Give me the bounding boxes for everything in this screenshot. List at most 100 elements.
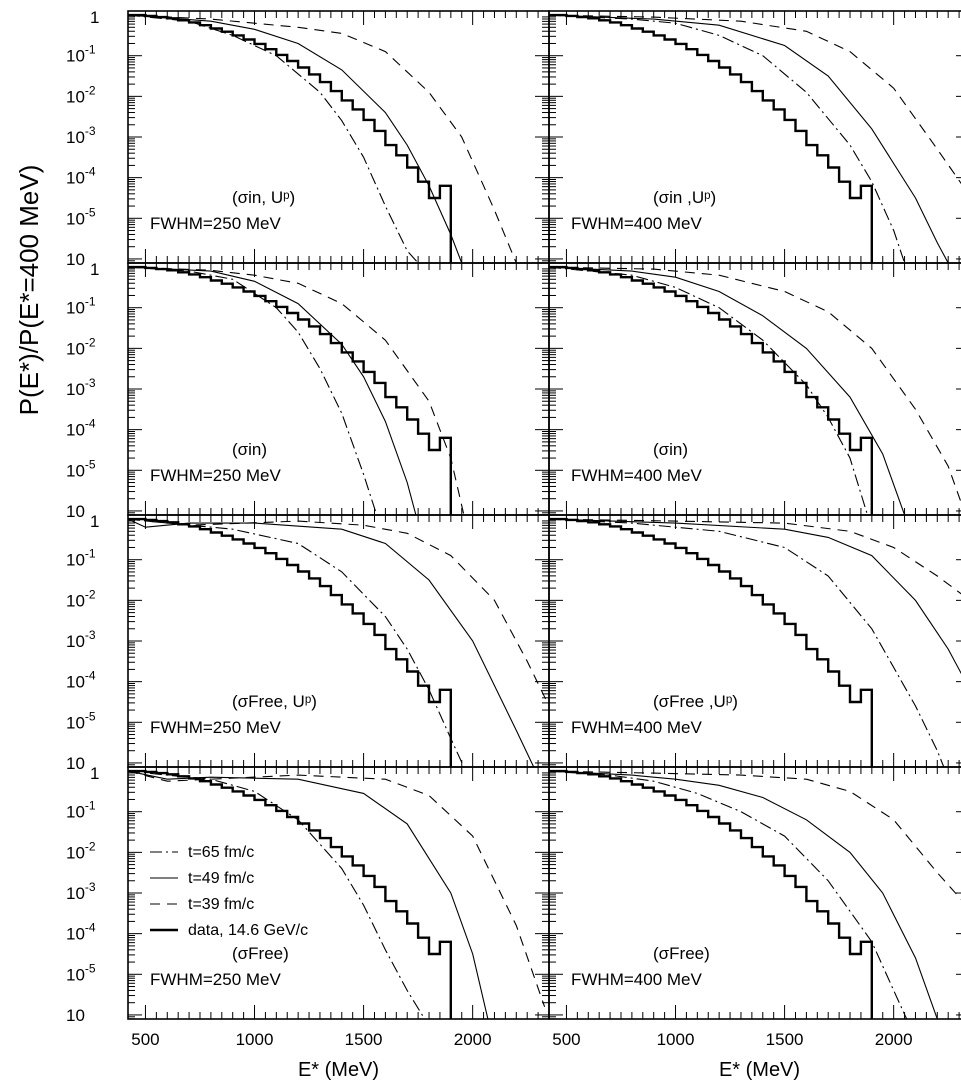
t65-curve	[549, 518, 945, 767]
y-tick-label: 1	[90, 8, 99, 27]
t65-curve	[549, 770, 908, 1019]
t39-curve	[128, 266, 465, 515]
panel-label: (σFree, Uᵖ)	[232, 692, 317, 711]
t49-curve	[128, 770, 489, 1019]
t39-curve	[549, 14, 961, 185]
x-axis-label: E* (MeV)	[298, 1059, 379, 1081]
t39-curve	[549, 266, 961, 504]
x-tick-label: 500	[131, 1030, 159, 1049]
y-tick-label: 10-4	[66, 417, 96, 440]
y-tick-label: 10-4	[66, 921, 96, 944]
fwhm-label: FWHM=400 MeV	[571, 970, 702, 989]
t49-curve	[549, 266, 906, 515]
x-tick-label: 500	[552, 1030, 580, 1049]
legend: t=65 fm/c t=49 fm/c t=39 fm/c data, 14.6 Ge…	[150, 844, 308, 939]
panel-2: (σin ,Uᵖ) FWHM=400 MeV	[548, 10, 961, 264]
t49-curve	[128, 518, 535, 767]
x-axis-label: E* (MeV)	[719, 1059, 800, 1081]
y-tick-label: 10-2	[66, 587, 96, 610]
fwhm-label: FWHM=250 MeV	[150, 214, 281, 233]
t39-curve	[128, 518, 549, 707]
panel-grid: (σin, Uᵖ) FWHM=250 MeV 1 10-1 10-2 10-3 10-4 10…	[66, 8, 961, 1025]
panel-label: (σFree)	[653, 944, 710, 963]
curves	[128, 517, 549, 767]
legend-label: t=39 fm/c	[188, 896, 254, 913]
y-tick-label: 1	[90, 764, 99, 783]
x-tick-label: 1000	[657, 1030, 695, 1049]
fwhm-label: FWHM=250 MeV	[150, 466, 281, 485]
fwhm-label: FWHM=400 MeV	[571, 214, 702, 233]
panel-label: (σin)	[232, 440, 267, 459]
y-tick-label: 10-3	[66, 124, 96, 147]
panel-frame	[548, 766, 961, 1020]
y-tick-label: 10	[66, 754, 85, 773]
curves	[549, 265, 961, 515]
panel-7: (σFree) FWHM=250 MeV 1 10-1 10-2 10-3 10-4 10-5…	[66, 764, 550, 1025]
panel-1: (σin, Uᵖ) FWHM=250 MeV 1 10-1 10-2 10-3 10-4 10…	[66, 8, 550, 269]
t39-curve	[128, 14, 517, 263]
y-tick-label: 10-3	[66, 880, 96, 903]
t65-curve	[549, 266, 869, 515]
data-histogram	[549, 13, 873, 263]
panel-6: (σFree ,Uᵖ) FWHM=400 MeV	[548, 514, 961, 768]
panel-label: (σin)	[653, 440, 688, 459]
y-tick-label: 10	[66, 1006, 85, 1025]
t49-curve	[549, 770, 938, 1019]
y-tick-label: 1	[90, 260, 99, 279]
curves	[128, 769, 546, 1019]
legend-label: t=65 fm/c	[188, 844, 254, 861]
x-tick-label: 1500	[345, 1030, 383, 1049]
axis-labels: 500 1000 1500 2000 E* (MeV) 500 1000 1500 2000 E*…	[14, 165, 913, 1081]
y-tick-label: 10-5	[66, 205, 96, 228]
y-tick-label: 10	[66, 502, 85, 521]
panel-8: (σFree) FWHM=400 MeV	[548, 766, 961, 1020]
t49-curve	[549, 518, 961, 675]
curves	[549, 13, 961, 263]
t49-curve	[128, 14, 463, 263]
x-tick-label: 1000	[236, 1030, 274, 1049]
y-axis-label: P(E*)/P(E*=400 MeV)	[14, 165, 44, 416]
y-tick-label: 10-1	[66, 295, 96, 318]
t65-curve	[549, 14, 906, 263]
data-histogram	[549, 769, 873, 1019]
t39-curve	[549, 518, 961, 595]
y-tick-label: 10-5	[66, 961, 96, 984]
y-tick-label: 10-4	[66, 165, 96, 188]
data-histogram	[549, 265, 873, 515]
x-tick-label: 1500	[766, 1030, 804, 1049]
curves	[549, 517, 961, 767]
t49-curve	[549, 14, 949, 263]
y-tick-label: 10-1	[66, 43, 96, 66]
data-histogram	[128, 769, 452, 1019]
fwhm-label: FWHM=400 MeV	[571, 466, 702, 485]
y-tick-label: 10-2	[66, 83, 96, 106]
y-tick-label: 10-2	[66, 839, 96, 862]
curves	[549, 769, 961, 1019]
panel-label: (σin, Uᵖ)	[232, 188, 295, 207]
t39-curve	[128, 770, 546, 1007]
legend-label: t=49 fm/c	[188, 870, 254, 887]
y-tick-label: 10-3	[66, 628, 96, 651]
fwhm-label: FWHM=250 MeV	[150, 718, 281, 737]
y-tick-label: 10-5	[66, 457, 96, 480]
legend-label: data, 14.6 GeV/c	[188, 922, 308, 939]
panel-4: (σin) FWHM=400 MeV	[548, 262, 961, 516]
panel-3: (σin) FWHM=250 MeV 1 10-1 10-2 10-3 10-4 10-5 10	[66, 260, 550, 521]
curves	[128, 265, 465, 515]
data-histogram	[128, 517, 452, 767]
panel-label: (σFree)	[232, 944, 289, 963]
curves	[128, 13, 517, 263]
t65-curve	[128, 266, 378, 515]
panel-label: (σFree ,Uᵖ)	[653, 692, 738, 711]
y-tick-label: 10-3	[66, 376, 96, 399]
fwhm-label: FWHM=400 MeV	[571, 718, 702, 737]
t65-curve	[128, 14, 419, 263]
y-tick-label: 10-5	[66, 709, 96, 732]
y-tick-label: 1	[90, 512, 99, 531]
y-tick-label: 10-4	[66, 669, 96, 692]
t39-curve	[549, 770, 961, 901]
x-tick-label: 2000	[454, 1030, 492, 1049]
fwhm-label: FWHM=250 MeV	[150, 970, 281, 989]
y-tick-label: 10	[66, 250, 85, 269]
